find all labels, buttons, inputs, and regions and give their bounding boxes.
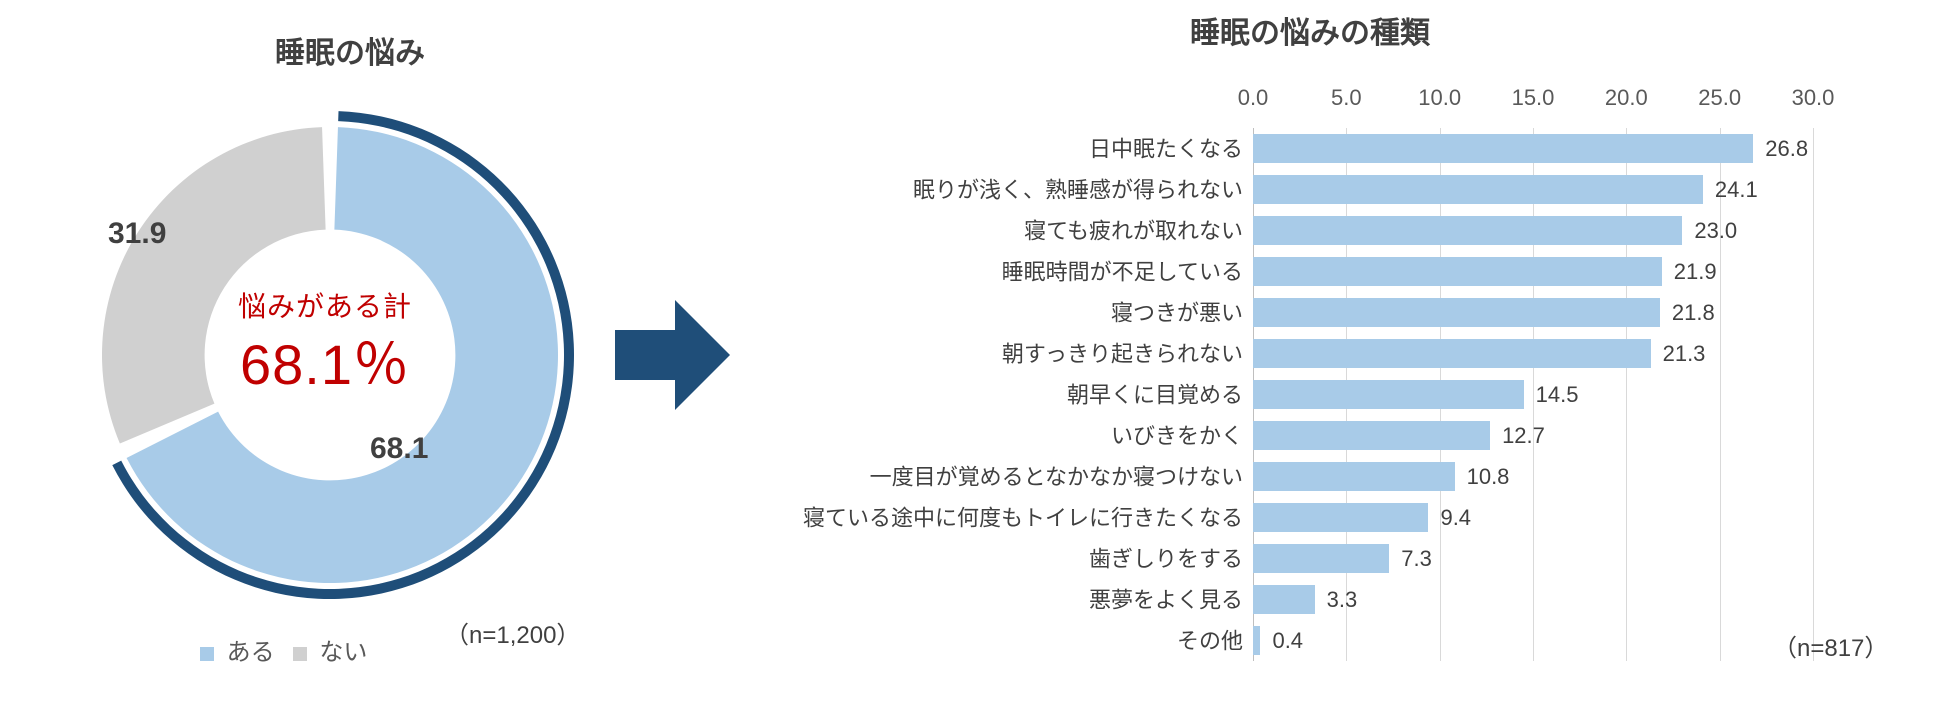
bar-axis-top: 0.05.010.015.020.025.030.0 bbox=[1253, 65, 1813, 128]
bar-rect bbox=[1253, 298, 1660, 327]
axis-tick: 0.0 bbox=[1238, 85, 1269, 111]
bar-value-label: 3.3 bbox=[1327, 587, 1358, 613]
bar-category-label: 寝つきが悪い bbox=[765, 301, 1243, 324]
arrow-svg bbox=[605, 290, 735, 420]
bar-value-label: 21.8 bbox=[1672, 300, 1715, 326]
arrow-icon bbox=[605, 290, 735, 420]
donut-value-yes: 68.1 bbox=[370, 432, 428, 466]
bar-row: 睡眠時間が不足している 21.9 bbox=[765, 251, 1895, 292]
bar-category-label: 日中眠たくなる bbox=[765, 137, 1243, 160]
bar-row: 一度目が覚めるとなかなか寝つけない 10.8 bbox=[765, 456, 1895, 497]
bar-value-label: 9.4 bbox=[1440, 505, 1471, 531]
bar-value-label: 26.8 bbox=[1765, 136, 1808, 162]
axis-tick: 10.0 bbox=[1418, 85, 1461, 111]
bar-category-label: 朝すっきり起きられない bbox=[765, 342, 1243, 365]
bar-rect bbox=[1253, 257, 1662, 286]
bar-category-label: 悪夢をよく見る bbox=[765, 588, 1243, 611]
axis-tick: 20.0 bbox=[1605, 85, 1648, 111]
bar-category-label: その他 bbox=[765, 629, 1243, 652]
bar-rect bbox=[1253, 626, 1260, 655]
bar-sample-size: （n=817） bbox=[1773, 628, 1888, 663]
donut-sample-size: （n=1,200） bbox=[445, 615, 580, 650]
bar-value-label: 12.7 bbox=[1502, 423, 1545, 449]
bar-rect bbox=[1253, 216, 1682, 245]
bar-row: その他 0.4 bbox=[765, 620, 1895, 661]
bar-category-label: 一度目が覚めるとなかなか寝つけない bbox=[765, 465, 1243, 488]
bar-row: 寝つきが悪い 21.8 bbox=[765, 292, 1895, 333]
legend-label-no: ない bbox=[319, 639, 367, 666]
bar-row: 寝ている途中に何度もトイレに行きたくなる 9.4 bbox=[765, 497, 1895, 538]
donut-value-no: 31.9 bbox=[108, 217, 166, 251]
bar-chart: 0.0 5.0 10.0 15.0 20.0 25.0 30.0 日中眠たくなる 26.8 眠り… bbox=[765, 65, 1895, 675]
bar-category-label: 朝早くに目覚める bbox=[765, 383, 1243, 406]
infographic-root: 睡眠の悩み 悩みがある計 68.1％ 68.1 31.9 （n=1,200） あ… bbox=[0, 0, 1950, 717]
bar-value-label: 21.3 bbox=[1663, 341, 1706, 367]
axis-tick: 25.0 bbox=[1698, 85, 1741, 111]
bar-category-label: 睡眠時間が不足している bbox=[765, 260, 1243, 283]
axis-tick: 5.0 bbox=[1331, 85, 1362, 111]
bar-row: 日中眠たくなる 26.8 bbox=[765, 128, 1895, 169]
legend-swatch-yes bbox=[200, 647, 214, 661]
bar-row: 悪夢をよく見る 3.3 bbox=[765, 579, 1895, 620]
bar-title: 睡眠の悩みの種類 bbox=[1060, 8, 1560, 52]
bar-value-label: 7.3 bbox=[1401, 546, 1432, 572]
bar-rect bbox=[1253, 339, 1651, 368]
bar-rect bbox=[1253, 544, 1389, 573]
bar-value-label: 21.9 bbox=[1674, 259, 1717, 285]
bar-category-label: 寝ている途中に何度もトイレに行きたくなる bbox=[765, 506, 1243, 529]
donut-center-label: 悩みがある計 bbox=[175, 285, 475, 325]
bar-value-label: 14.5 bbox=[1536, 382, 1579, 408]
bar-category-label: 眠りが浅く、熟睡感が得られない bbox=[765, 178, 1243, 201]
donut-center-value: 68.1％ bbox=[175, 320, 475, 401]
bar-row: 歯ぎしりをする 7.3 bbox=[765, 538, 1895, 579]
bar-rect bbox=[1253, 421, 1490, 450]
bar-rect bbox=[1253, 380, 1524, 409]
arrow-path bbox=[615, 300, 730, 410]
legend-swatch-no bbox=[293, 647, 307, 661]
bar-category-label: 歯ぎしりをする bbox=[765, 547, 1243, 570]
bar-row: 朝早くに目覚める 14.5 bbox=[765, 374, 1895, 415]
bar-value-label: 23.0 bbox=[1694, 218, 1737, 244]
legend-item-no: ない bbox=[293, 632, 368, 667]
axis-tick: 30.0 bbox=[1792, 85, 1835, 111]
donut-title: 睡眠の悩み bbox=[200, 28, 500, 72]
axis-tick: 15.0 bbox=[1512, 85, 1555, 111]
bar-rect bbox=[1253, 134, 1753, 163]
bar-row: 寝ても疲れが取れない 23.0 bbox=[765, 210, 1895, 251]
bar-value-label: 10.8 bbox=[1467, 464, 1510, 490]
bar-row: 朝すっきり起きられない 21.3 bbox=[765, 333, 1895, 374]
donut-legend: ある ない bbox=[200, 632, 367, 667]
legend-item-yes: ある bbox=[200, 632, 275, 667]
bar-rect bbox=[1253, 462, 1455, 491]
bar-value-label: 0.4 bbox=[1272, 628, 1303, 654]
bar-rect bbox=[1253, 503, 1428, 532]
legend-label-yes: ある bbox=[227, 639, 275, 666]
bar-row: いびきをかく 12.7 bbox=[765, 415, 1895, 456]
bar-rect bbox=[1253, 585, 1315, 614]
bar-category-label: 寝ても疲れが取れない bbox=[765, 219, 1243, 242]
bar-category-label: いびきをかく bbox=[765, 424, 1243, 447]
bar-value-label: 24.1 bbox=[1715, 177, 1758, 203]
bar-rect bbox=[1253, 175, 1703, 204]
bar-row: 眠りが浅く、熟睡感が得られない 24.1 bbox=[765, 169, 1895, 210]
